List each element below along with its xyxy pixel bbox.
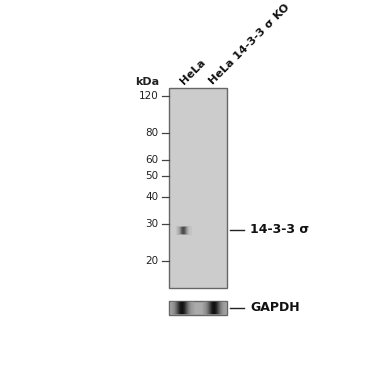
Text: 50: 50 [146,171,159,182]
Text: 120: 120 [139,91,159,101]
Text: 40: 40 [146,192,159,202]
Bar [169,88,227,288]
Bar [169,300,227,315]
Text: 20: 20 [146,256,159,266]
Text: 60: 60 [146,154,159,165]
Text: kDa: kDa [135,77,159,87]
Text: 30: 30 [146,219,159,229]
Text: HeLa 14-3-3 σ KO: HeLa 14-3-3 σ KO [207,3,291,87]
Text: HeLa: HeLa [178,58,207,87]
Text: 14-3-3 σ: 14-3-3 σ [251,224,309,237]
Text: 80: 80 [146,128,159,138]
Text: GAPDH: GAPDH [251,301,300,314]
